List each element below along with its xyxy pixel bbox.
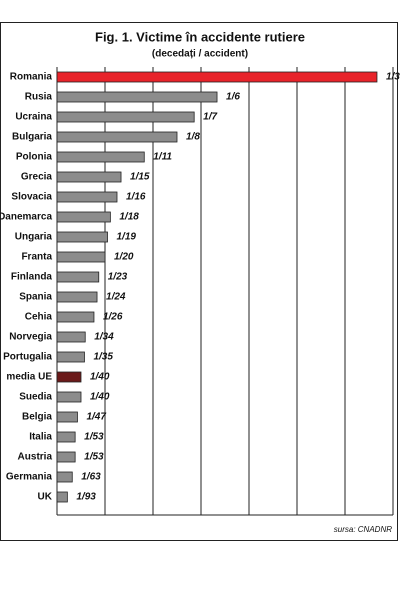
y-tick-label: Franta xyxy=(21,252,52,263)
bar xyxy=(56,91,218,103)
bar xyxy=(56,71,378,83)
y-tick-label: Romania xyxy=(10,72,53,83)
bar xyxy=(56,271,100,283)
bar xyxy=(56,411,78,423)
y-tick-label: Slovacia xyxy=(11,192,52,203)
value-label: 1/35 xyxy=(93,352,113,363)
value-label: 1/40 xyxy=(90,392,110,403)
chart-title: Fig. 1. Victime în accidente rutiere xyxy=(95,29,305,44)
value-label: 1/11 xyxy=(153,152,172,163)
bar xyxy=(56,211,111,223)
y-tick-label: Portugalia xyxy=(3,352,52,363)
bar xyxy=(56,451,76,463)
y-tick-label: Suedia xyxy=(19,392,52,403)
value-label: 1/20 xyxy=(114,252,134,263)
bar xyxy=(56,351,85,363)
y-tick-label: Finlanda xyxy=(11,272,53,283)
y-tick-label: Bulgaria xyxy=(12,132,52,143)
bar xyxy=(56,231,108,243)
value-label: 1/19 xyxy=(116,232,136,243)
bar xyxy=(56,291,98,303)
bar xyxy=(56,431,76,443)
value-label: 1/34 xyxy=(94,332,114,343)
value-label: 1/7 xyxy=(203,112,217,123)
y-tick-label: Germania xyxy=(6,472,53,483)
value-label: 1/93 xyxy=(76,492,96,503)
value-label: 1/6 xyxy=(226,92,240,103)
y-tick-label: Norvegia xyxy=(9,332,52,343)
value-label: 1/23 xyxy=(108,272,128,283)
bar xyxy=(56,191,118,203)
bar xyxy=(56,111,195,123)
y-tick-label: Belgia xyxy=(22,412,52,423)
value-label: 1/8 xyxy=(186,132,200,143)
value-label: 1/63 xyxy=(81,472,101,483)
value-label: 1/26 xyxy=(103,312,123,323)
source-note: sursa: CNADNR xyxy=(334,525,392,534)
y-tick-label: media UE xyxy=(6,372,52,383)
y-tick-label: Cehia xyxy=(25,312,53,323)
chart-frame xyxy=(0,22,398,541)
value-label: 1/47 xyxy=(86,412,106,423)
chart-subtitle: (decedați / accident) xyxy=(152,49,248,60)
value-label: 1/53 xyxy=(84,432,104,443)
y-tick-label: Italia xyxy=(29,432,52,443)
value-label: 1/40 xyxy=(90,372,110,383)
bar xyxy=(56,131,178,143)
y-tick-label: Ucraina xyxy=(15,112,52,123)
value-label: 1/3 xyxy=(386,72,400,83)
bar xyxy=(56,491,68,503)
y-tick-label: Ungaria xyxy=(15,232,53,243)
bar xyxy=(56,371,82,383)
y-tick-label: Polonia xyxy=(16,152,53,163)
bar xyxy=(56,391,82,403)
value-label: 1/24 xyxy=(106,292,126,303)
bar xyxy=(56,151,145,163)
value-label: 1/53 xyxy=(84,452,104,463)
bar xyxy=(56,171,122,183)
bar xyxy=(56,471,73,483)
bar xyxy=(56,311,95,323)
y-tick-label: Grecia xyxy=(21,172,53,183)
bar xyxy=(56,331,86,343)
bar xyxy=(56,251,106,263)
y-tick-label: Spania xyxy=(19,292,52,303)
y-tick-label: Austria xyxy=(18,452,53,463)
y-tick-label: Danemarca xyxy=(0,212,52,223)
y-tick-label: UK xyxy=(38,492,53,503)
value-label: 1/18 xyxy=(119,212,139,223)
y-tick-label: Rusia xyxy=(25,92,53,103)
value-label: 1/16 xyxy=(126,192,146,203)
value-label: 1/15 xyxy=(130,172,150,183)
